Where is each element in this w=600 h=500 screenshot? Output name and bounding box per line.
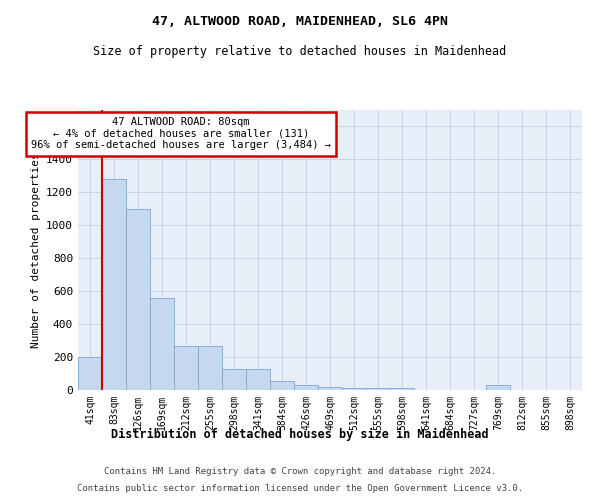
Bar: [366, 388, 390, 390]
Bar: [150, 298, 174, 390]
Text: 47, ALTWOOD ROAD, MAIDENHEAD, SL6 4PN: 47, ALTWOOD ROAD, MAIDENHEAD, SL6 4PN: [152, 15, 448, 28]
Y-axis label: Number of detached properties: Number of detached properties: [31, 152, 41, 348]
Bar: [270, 381, 294, 390]
Bar: [126, 209, 150, 390]
Bar: [174, 346, 198, 390]
Bar: [294, 385, 318, 390]
Bar: [222, 368, 246, 390]
Bar: [102, 179, 126, 390]
Bar: [198, 346, 222, 390]
Bar: [318, 386, 342, 390]
Text: Distribution of detached houses by size in Maidenhead: Distribution of detached houses by size …: [111, 428, 489, 440]
Bar: [390, 388, 414, 390]
Text: 47 ALTWOOD ROAD: 80sqm
← 4% of detached houses are smaller (131)
96% of semi-det: 47 ALTWOOD ROAD: 80sqm ← 4% of detached …: [31, 118, 331, 150]
Bar: [486, 385, 510, 390]
Bar: [246, 368, 270, 390]
Bar: [78, 357, 102, 390]
Text: Contains public sector information licensed under the Open Government Licence v3: Contains public sector information licen…: [77, 484, 523, 493]
Text: Size of property relative to detached houses in Maidenhead: Size of property relative to detached ho…: [94, 45, 506, 58]
Text: Contains HM Land Registry data © Crown copyright and database right 2024.: Contains HM Land Registry data © Crown c…: [104, 468, 496, 476]
Bar: [342, 388, 366, 390]
